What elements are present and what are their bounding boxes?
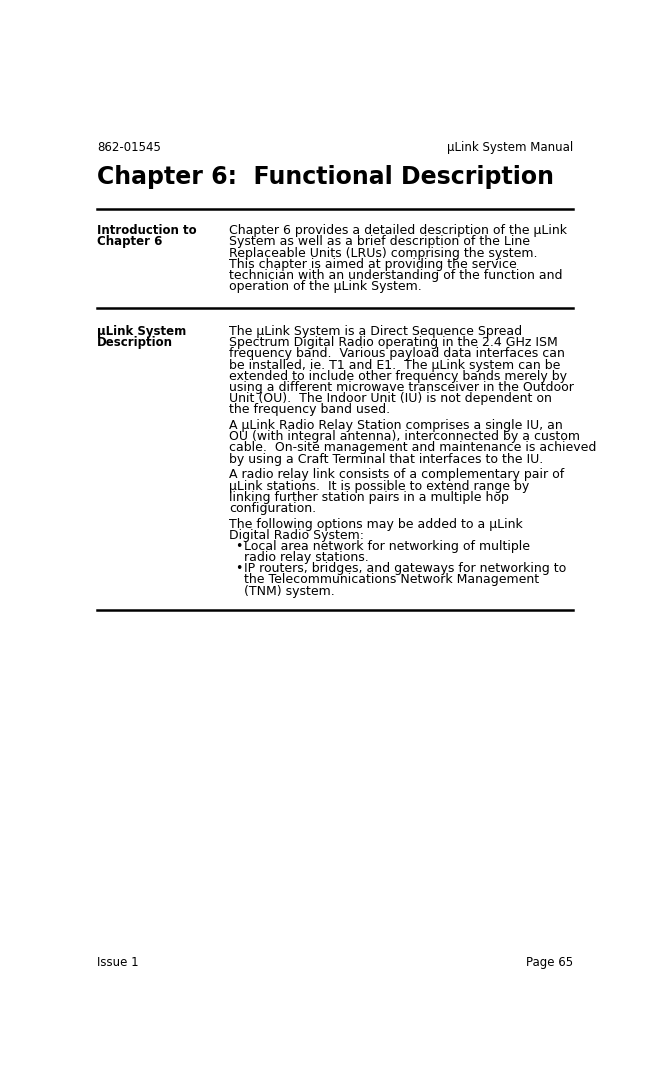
Text: extended to include other frequency bands merely by: extended to include other frequency band…: [229, 370, 567, 382]
Text: μLink System: μLink System: [97, 325, 186, 338]
Text: by using a Craft Terminal that interfaces to the IU.: by using a Craft Terminal that interface…: [229, 453, 543, 466]
Text: Issue 1: Issue 1: [97, 956, 139, 969]
Text: System as well as a brief description of the Line: System as well as a brief description of…: [229, 236, 530, 249]
Text: The following options may be added to a μLink: The following options may be added to a …: [229, 518, 523, 531]
Text: (TNM) system.: (TNM) system.: [245, 584, 336, 597]
Text: configuration.: configuration.: [229, 502, 316, 515]
Text: A radio relay link consists of a complementary pair of: A radio relay link consists of a complem…: [229, 468, 564, 481]
Text: technician with an understanding of the function and: technician with an understanding of the …: [229, 269, 562, 282]
Text: μLink System Manual: μLink System Manual: [447, 141, 573, 154]
Text: Description: Description: [97, 337, 173, 350]
Text: Chapter 6:  Functional Description: Chapter 6: Functional Description: [97, 165, 554, 189]
Text: Page 65: Page 65: [526, 956, 573, 969]
Text: Replaceable Units (LRUs) comprising the system.: Replaceable Units (LRUs) comprising the …: [229, 247, 538, 260]
Text: A μLink Radio Relay Station comprises a single IU, an: A μLink Radio Relay Station comprises a …: [229, 419, 562, 432]
Text: Spectrum Digital Radio operating in the 2.4 GHz ISM: Spectrum Digital Radio operating in the …: [229, 337, 558, 350]
Text: Digital Radio System:: Digital Radio System:: [229, 529, 364, 542]
Text: Unit (OU).  The Indoor Unit (IU) is not dependent on: Unit (OU). The Indoor Unit (IU) is not d…: [229, 392, 552, 405]
Text: Local area network for networking of multiple: Local area network for networking of mul…: [245, 540, 530, 553]
Text: •: •: [235, 563, 243, 576]
Text: using a different microwave transceiver in the Outdoor: using a different microwave transceiver …: [229, 381, 574, 394]
Text: the Telecommunications Network Management: the Telecommunications Network Managemen…: [245, 573, 540, 586]
Text: cable.  On-site management and maintenance is achieved: cable. On-site management and maintenanc…: [229, 441, 596, 454]
Text: Introduction to: Introduction to: [97, 225, 197, 237]
Text: radio relay stations.: radio relay stations.: [245, 551, 370, 564]
Text: Chapter 6 provides a detailed description of the μLink: Chapter 6 provides a detailed descriptio…: [229, 225, 567, 237]
Text: OU (with integral antenna), interconnected by a custom: OU (with integral antenna), interconnect…: [229, 430, 580, 443]
Text: This chapter is aimed at providing the service: This chapter is aimed at providing the s…: [229, 257, 517, 270]
Text: Chapter 6: Chapter 6: [97, 236, 163, 249]
Text: The μLink System is a Direct Sequence Spread: The μLink System is a Direct Sequence Sp…: [229, 325, 522, 338]
Text: be installed, ie. T1 and E1.  The μLink system can be: be installed, ie. T1 and E1. The μLink s…: [229, 358, 560, 371]
Text: IP routers, bridges, and gateways for networking to: IP routers, bridges, and gateways for ne…: [245, 563, 567, 576]
Text: operation of the μLink System.: operation of the μLink System.: [229, 280, 422, 293]
Text: •: •: [235, 540, 243, 553]
Text: μLink stations.  It is possible to extend range by: μLink stations. It is possible to extend…: [229, 480, 529, 493]
Text: frequency band.  Various payload data interfaces can: frequency band. Various payload data int…: [229, 348, 565, 361]
Text: linking further station pairs in a multiple hop: linking further station pairs in a multi…: [229, 491, 509, 504]
Text: 862-01545: 862-01545: [97, 141, 161, 154]
Text: the frequency band used.: the frequency band used.: [229, 403, 390, 416]
